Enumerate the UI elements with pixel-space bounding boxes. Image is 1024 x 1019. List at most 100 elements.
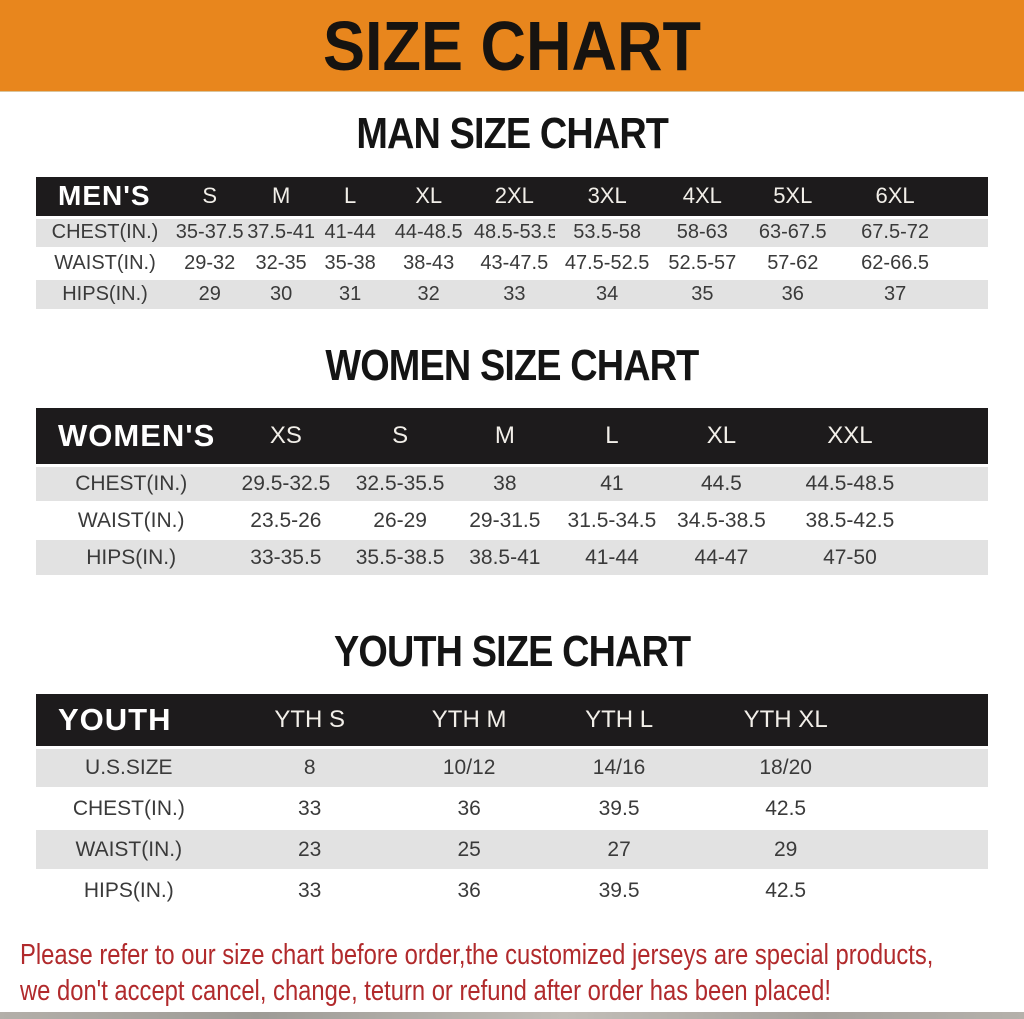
size-value: 29 bbox=[773, 837, 798, 861]
youth-section-heading-text: YOUTH SIZE CHART bbox=[333, 627, 691, 676]
size-value: 36 bbox=[457, 796, 481, 820]
bottom-strip bbox=[0, 1012, 1024, 1019]
table-row: CHEST(IN.) 33 36 39.5 42.5 bbox=[36, 788, 988, 829]
spacer-cell bbox=[950, 217, 988, 248]
size-value: 38.5-41 bbox=[469, 545, 541, 569]
size-column-header: 4XL bbox=[682, 183, 722, 209]
size-value: 31 bbox=[339, 283, 362, 305]
spacer-cell bbox=[874, 694, 988, 747]
size-value: 53.5-58 bbox=[573, 221, 642, 244]
table-header-row: YOUTH YTH S YTH M YTH L YTH XL bbox=[36, 694, 988, 747]
spacer-cell bbox=[874, 747, 988, 788]
banner-title: SIZE CHART bbox=[323, 6, 701, 85]
size-value: 14/16 bbox=[592, 755, 646, 779]
spacer-cell bbox=[874, 788, 988, 829]
size-value: 48.5-53.5 bbox=[473, 221, 555, 244]
measurement-label: WAIST(IN.) bbox=[77, 508, 185, 532]
disclaimer-line-2: we don't accept cancel, change, teturn o… bbox=[20, 975, 831, 1007]
spacer-cell bbox=[926, 408, 988, 465]
table-row: CHEST(IN.) 29.5-32.5 32.5-35.5 38 41 44.5 44.5… bbox=[36, 465, 988, 502]
size-value: 33 bbox=[298, 878, 322, 902]
size-value: 52.5-57 bbox=[668, 252, 737, 274]
size-column-header: M bbox=[271, 183, 291, 209]
women-size-table: WOMEN'S XS S M L XL XXL CHEST(IN.) 29.5-32.5 32.5… bbox=[36, 408, 988, 577]
size-value: 29 bbox=[198, 283, 221, 305]
size-value: 25 bbox=[457, 837, 481, 861]
size-value: 27 bbox=[607, 837, 631, 861]
size-value: 39.5 bbox=[598, 796, 640, 820]
youth-size-section: YOUTH SIZE CHART YOUTH YTH S YTH M YTH L YTH… bbox=[0, 627, 1024, 912]
size-value: 36 bbox=[457, 878, 481, 902]
size-column-header: 2XL bbox=[494, 183, 534, 209]
size-value: 34 bbox=[596, 283, 619, 305]
size-column-header: 3XL bbox=[587, 183, 627, 209]
measurement-label: WAIST(IN.) bbox=[54, 252, 156, 274]
size-column-header: YTH S bbox=[274, 705, 346, 733]
size-value: 32 bbox=[417, 283, 440, 305]
table-row: WAIST(IN.) 29-32 32-35 35-38 38-43 43-47.5 47.… bbox=[36, 248, 988, 279]
size-value: 44.5-48.5 bbox=[805, 471, 895, 495]
size-value: 47-50 bbox=[823, 545, 877, 569]
table-row: HIPS(IN.) 29 30 31 32 33 34 35 36 37 bbox=[36, 279, 988, 310]
size-value: 47.5-52.5 bbox=[564, 252, 650, 274]
size-value: 37.5-41 bbox=[247, 221, 316, 244]
disclaimer-line-1: Please refer to our size chart before or… bbox=[20, 939, 934, 971]
men-size-section: MAN SIZE CHART MEN'S S M L XL 2XL 3XL 4XL 5XL 6XL… bbox=[0, 109, 1024, 311]
women-section-heading: WOMEN SIZE CHART bbox=[0, 341, 1024, 391]
size-column-header: YTH L bbox=[585, 705, 654, 733]
size-value: 31.5-34.5 bbox=[567, 508, 657, 532]
measurement-label: U.S.SIZE bbox=[85, 755, 173, 779]
size-column-header: XL bbox=[415, 183, 443, 209]
spacer-cell bbox=[950, 279, 988, 310]
size-value: 35-37.5 bbox=[175, 221, 244, 244]
size-value: 30 bbox=[269, 283, 293, 305]
size-column-header: L bbox=[605, 421, 619, 449]
measurement-label: CHEST(IN.) bbox=[51, 221, 159, 244]
men-section-heading: MAN SIZE CHART bbox=[0, 109, 1024, 159]
size-value: 33 bbox=[503, 283, 526, 305]
size-column-header: XL bbox=[706, 421, 737, 449]
size-value: 35-38 bbox=[324, 252, 376, 274]
size-value: 26-29 bbox=[373, 508, 427, 532]
men-size-table: MEN'S S M L XL 2XL 3XL 4XL 5XL 6XL CHEST(IN.) 35-37… bbox=[36, 177, 988, 311]
size-value: 23 bbox=[298, 837, 322, 861]
spacer-cell bbox=[950, 177, 988, 217]
size-value: 67.5-72 bbox=[861, 221, 930, 244]
size-value: 63-67.5 bbox=[758, 221, 827, 244]
size-value: 57-62 bbox=[767, 252, 819, 274]
size-column-header: YTH M bbox=[431, 705, 507, 733]
table-row: WAIST(IN.) 23 25 27 29 bbox=[36, 829, 988, 870]
spacer-cell bbox=[926, 502, 988, 539]
size-column-header: 5XL bbox=[773, 183, 813, 209]
size-value: 34.5-38.5 bbox=[677, 508, 766, 532]
table-header-row: MEN'S S M L XL 2XL 3XL 4XL 5XL 6XL bbox=[36, 177, 988, 217]
size-value: 18/20 bbox=[759, 755, 812, 779]
size-value: 41 bbox=[600, 471, 624, 495]
size-value: 35 bbox=[691, 283, 714, 305]
size-value: 23.5-26 bbox=[250, 508, 322, 532]
size-column-header: XXL bbox=[827, 421, 873, 449]
youth-size-table: YOUTH YTH S YTH M YTH L YTH XL U.S.SIZE 8 10/12… bbox=[36, 694, 988, 912]
table-row: WAIST(IN.) 23.5-26 26-29 29-31.5 31.5-34.5 34… bbox=[36, 502, 988, 539]
size-value: 41-44 bbox=[585, 545, 639, 569]
table-header-label: YOUTH bbox=[58, 701, 172, 737]
size-value: 32-35 bbox=[255, 252, 307, 274]
table-row: HIPS(IN.) 33-35.5 35.5-38.5 38.5-41 41-44 44-… bbox=[36, 539, 988, 576]
spacer-cell bbox=[926, 539, 988, 576]
men-section-heading-text: MAN SIZE CHART bbox=[356, 109, 669, 158]
size-value: 33-35.5 bbox=[250, 545, 322, 569]
measurement-label: HIPS(IN.) bbox=[86, 545, 177, 569]
size-value: 39.5 bbox=[598, 878, 640, 902]
size-value: 44-47 bbox=[694, 545, 749, 569]
size-value: 43-47.5 bbox=[480, 252, 549, 274]
size-value: 42.5 bbox=[765, 796, 807, 820]
size-value: 42.5 bbox=[765, 878, 807, 902]
table-header-row: WOMEN'S XS S M L XL XXL bbox=[36, 408, 988, 465]
banner: SIZE CHART bbox=[0, 0, 1024, 92]
size-value: 29-31.5 bbox=[469, 508, 541, 532]
size-value: 35.5-38.5 bbox=[355, 545, 445, 569]
measurement-label: CHEST(IN.) bbox=[72, 796, 185, 820]
spacer-cell bbox=[874, 870, 988, 911]
spacer-cell bbox=[926, 465, 988, 502]
table-row: CHEST(IN.) 35-37.5 37.5-41 41-44 44-48.5 48.5… bbox=[36, 217, 988, 248]
